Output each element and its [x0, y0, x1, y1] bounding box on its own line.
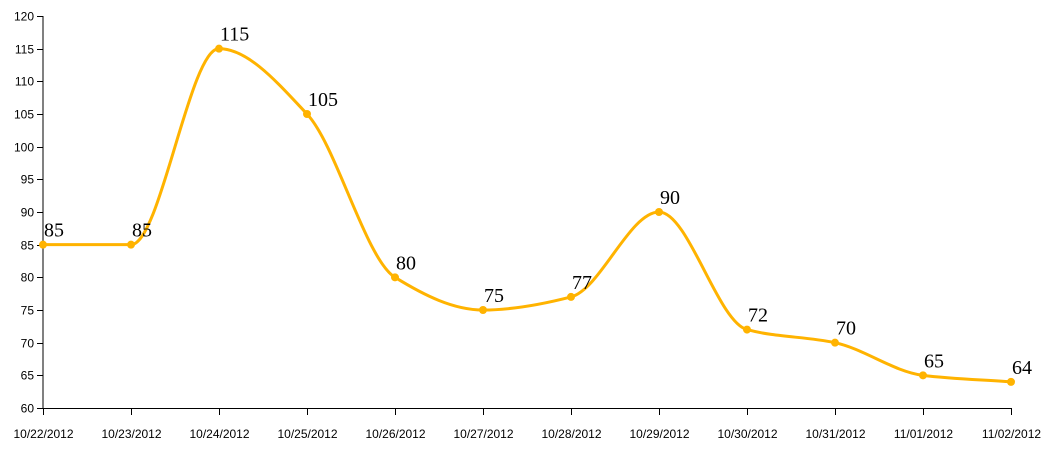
- data-label: 70: [836, 318, 856, 340]
- x-tick-label: 11/01/2012: [894, 427, 953, 441]
- y-tick-label: 115: [15, 43, 34, 57]
- y-tick-label: 95: [21, 173, 35, 187]
- y-axis: 60 65 70 75 80 85 90 95 100 105 110 115 120: [14, 10, 44, 416]
- data-label: 75: [484, 285, 504, 307]
- data-point: [479, 306, 487, 314]
- y-tick-label: 65: [21, 369, 35, 383]
- data-point: [831, 338, 839, 347]
- series-line: [41, 47, 1013, 384]
- data-point: [567, 292, 575, 301]
- data-label: 85: [44, 220, 64, 242]
- x-tick-label: 10/29/2012: [629, 427, 689, 441]
- data-label: 72: [748, 305, 768, 327]
- x-tick-label: 10/27/2012: [453, 427, 513, 441]
- data-label: 105: [308, 89, 338, 111]
- x-axis: 10/22/2012 10/23/2012 10/24/2012 10/25/2012…: [13, 408, 1041, 441]
- data-label: 80: [396, 252, 416, 274]
- x-tick-label: 10/28/2012: [541, 427, 601, 441]
- data-point: [391, 273, 399, 282]
- x-tick-label: 10/31/2012: [805, 427, 865, 441]
- y-tick-label: 70: [21, 337, 35, 351]
- data-point: [655, 208, 663, 216]
- y-tick-label: 60: [21, 402, 35, 416]
- data-label: 115: [220, 24, 249, 46]
- y-tick-label: 120: [14, 10, 34, 24]
- data-point: [743, 325, 751, 334]
- y-tick-label: 85: [21, 239, 35, 253]
- x-tick-label: 10/23/2012: [101, 427, 161, 441]
- data-point: [1007, 377, 1015, 386]
- data-label: 65: [924, 350, 944, 372]
- data-point: [39, 240, 47, 249]
- y-tick-label: 90: [21, 206, 35, 220]
- data-label: 90: [660, 187, 680, 209]
- x-tick-label: 10/26/2012: [365, 427, 425, 441]
- x-tick-label: 10/22/2012: [13, 427, 73, 441]
- x-tick-label: 11/02/2012: [982, 427, 1041, 441]
- x-tick-label: 10/30/2012: [717, 427, 777, 441]
- x-tick-label: 10/24/2012: [189, 427, 249, 441]
- data-point: [127, 240, 135, 249]
- y-tick-label: 110: [15, 75, 34, 89]
- y-tick-label: 105: [14, 108, 34, 122]
- data-label: 77: [572, 272, 592, 294]
- data-point: [919, 371, 927, 380]
- plot-area: 85 85 115 105 80 75 77 90 72 70 65 64: [39, 24, 1032, 386]
- data-point: [215, 44, 223, 53]
- y-tick-label: 75: [21, 304, 35, 318]
- data-label: 64: [1012, 357, 1032, 379]
- data-point: [303, 110, 311, 118]
- data-label: 85: [132, 220, 152, 242]
- y-tick-label: 100: [14, 141, 34, 155]
- y-tick-label: 80: [21, 271, 35, 285]
- x-tick-label: 10/25/2012: [277, 427, 337, 441]
